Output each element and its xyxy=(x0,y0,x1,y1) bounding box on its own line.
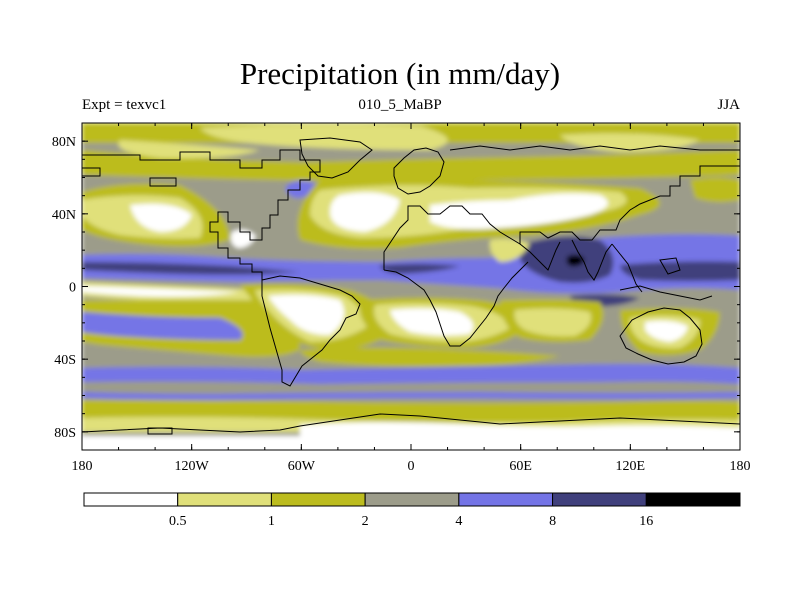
colorbar-swatch xyxy=(83,492,179,507)
chart-title: Precipitation (in mm/day) xyxy=(239,56,561,91)
y-tick-label: 0 xyxy=(69,281,76,296)
coastlines xyxy=(82,137,740,435)
colorbar-swatch xyxy=(645,492,741,507)
x-tick-label: 60W xyxy=(288,459,316,474)
x-tick-label: 120W xyxy=(175,459,210,474)
y-tick-label: 40N xyxy=(52,208,76,223)
season-label: JJA xyxy=(717,97,740,113)
colorbar-swatch xyxy=(270,492,366,507)
map-field xyxy=(82,123,740,450)
experiment-label: Expt = texvc1 xyxy=(82,97,167,113)
period-label: 010_5_MaBP xyxy=(358,97,442,113)
y-axis: 80N 40N 0 40S 80S xyxy=(52,135,740,441)
colorbar-label: 0.5 xyxy=(169,514,187,529)
y-tick-label: 80S xyxy=(54,426,76,441)
colorbar-label: 4 xyxy=(455,514,462,529)
colorbar-label: 2 xyxy=(362,514,369,529)
x-tick-label: 180 xyxy=(72,459,93,474)
x-tick-label: 60E xyxy=(509,459,532,474)
colorbar-swatch xyxy=(552,492,647,507)
colorbar-label: 16 xyxy=(639,514,653,529)
colorbar-swatch xyxy=(364,492,460,507)
colorbar: 0.5 1 2 4 8 16 xyxy=(83,492,741,529)
y-tick-label: 80N xyxy=(52,135,76,150)
colorbar-label: 1 xyxy=(268,514,275,529)
x-tick-label: 0 xyxy=(408,459,415,474)
colorbar-swatch xyxy=(458,492,554,507)
x-tick-label: 120E xyxy=(616,459,646,474)
colorbar-label: 8 xyxy=(549,514,556,529)
colorbar-swatch xyxy=(177,492,272,507)
x-tick-label: 180 xyxy=(730,459,751,474)
y-tick-label: 40S xyxy=(54,353,76,368)
x-axis: 180 120W 60W 0 60E 120E 180 xyxy=(72,123,751,474)
